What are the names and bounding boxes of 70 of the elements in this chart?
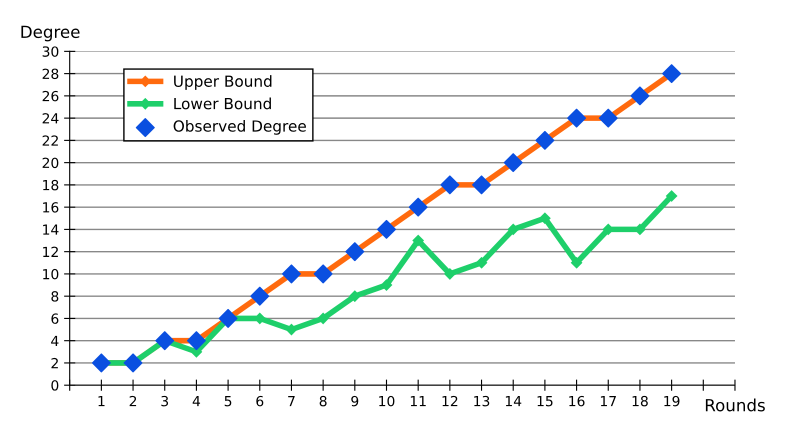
- point: [567, 108, 586, 128]
- y-tick-label: 4: [51, 336, 58, 346]
- x-tick-label: 6: [256, 396, 264, 406]
- point: [186, 331, 206, 350]
- x-tick-label: 7: [288, 396, 295, 406]
- point: [314, 264, 333, 284]
- y-axis-title: Degree: [21, 26, 80, 42]
- point: [539, 212, 550, 224]
- y-tick-label: 12: [43, 246, 58, 257]
- x-tick-label: 10: [379, 396, 394, 406]
- y-tick-label: 16: [43, 202, 58, 213]
- point: [630, 86, 650, 106]
- point: [380, 279, 392, 291]
- point: [377, 220, 396, 239]
- x-tick-label: 14: [506, 396, 522, 406]
- point: [412, 234, 424, 246]
- y-tick-label: 30: [42, 46, 58, 57]
- x-tick-label: 18: [632, 396, 648, 406]
- y-tick-label: 8: [51, 291, 58, 302]
- point: [476, 257, 488, 268]
- x-tick-label: 4: [192, 396, 200, 406]
- y-tick-label: 24: [42, 113, 58, 124]
- y-tick-label: 0: [51, 380, 58, 391]
- x-tick-label: 9: [351, 396, 358, 406]
- point: [286, 324, 298, 336]
- point: [318, 312, 329, 324]
- x-tick-label: 11: [410, 396, 426, 406]
- y-tick-label: 18: [43, 180, 58, 190]
- y-tick-label: 10: [43, 268, 58, 280]
- x-axis-title: Rounds: [706, 398, 765, 412]
- x-tick-label: 13: [474, 396, 490, 406]
- point: [345, 242, 364, 262]
- point: [504, 153, 523, 172]
- point: [662, 64, 682, 84]
- y-tick-label: 14: [43, 224, 58, 235]
- x-tick-label: 5: [224, 396, 232, 406]
- point: [444, 268, 456, 280]
- point: [598, 108, 618, 128]
- x-tick-label: 17: [600, 396, 616, 406]
- point: [218, 308, 238, 328]
- y-tick-label: 28: [42, 68, 58, 80]
- y-tick-label: 2: [51, 358, 58, 368]
- point: [472, 175, 492, 194]
- legend-label: Upper Bound: [174, 75, 272, 90]
- point: [508, 224, 519, 236]
- x-tick-label: 19: [664, 396, 680, 406]
- point: [440, 175, 460, 194]
- x-tick-label: 15: [538, 396, 553, 406]
- point: [349, 290, 360, 302]
- point: [666, 190, 678, 202]
- x-tick-label: 16: [569, 396, 585, 406]
- x-tick-label: 2: [130, 396, 136, 406]
- x-tick-label: 8: [320, 396, 327, 406]
- y-tick-label: 20: [42, 158, 58, 168]
- y-tick-label: 26: [42, 90, 58, 102]
- x-tick-label: 3: [161, 396, 168, 406]
- y-tick-label: 22: [42, 135, 58, 146]
- point: [155, 331, 174, 350]
- legend-label: Observed Degree: [174, 120, 306, 135]
- x-tick-label: 12: [442, 396, 458, 406]
- point: [282, 264, 301, 284]
- point: [535, 130, 554, 150]
- point: [570, 257, 582, 268]
- y-tick-label: 6: [51, 313, 58, 324]
- legend-label: Lower Bound: [174, 98, 271, 110]
- point: [408, 198, 428, 217]
- point: [92, 353, 111, 372]
- point: [250, 286, 270, 306]
- x-tick-label: 1: [98, 396, 105, 406]
- point: [124, 353, 143, 372]
